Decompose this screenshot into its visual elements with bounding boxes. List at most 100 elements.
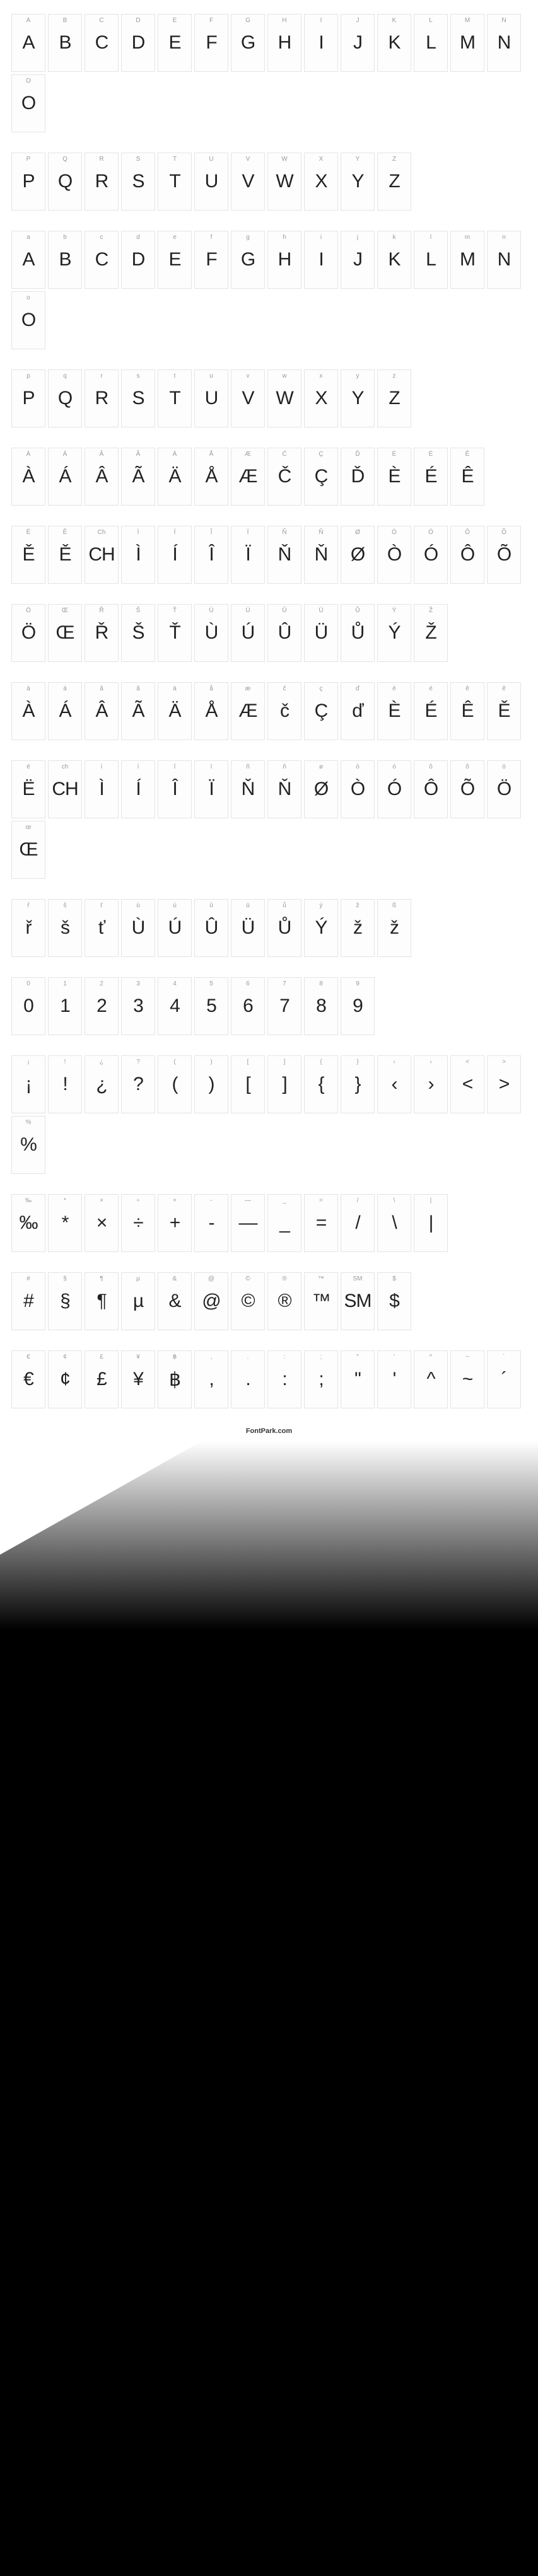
glyph-cell-label: ¢	[49, 1354, 81, 1361]
glyph-cell: QQ	[48, 153, 82, 211]
glyph-cell-glyph: N	[488, 32, 520, 54]
glyph-cell-label: ñ	[231, 763, 264, 770]
glyph-cell: BB	[48, 14, 82, 72]
glyph-group: ##§§¶¶µµ&&@@©©®®™™SMSM$$	[10, 1271, 528, 1332]
glyph-cell-glyph: ~	[451, 1369, 484, 1390]
glyph-cell-glyph: Œ	[12, 839, 45, 861]
glyph-group: ëËchCHìÌíÍîÎïÏñŇňŇøØòÒóÓôÔõÕöÖœŒ	[10, 759, 528, 880]
glyph-cell-glyph: -	[195, 1212, 228, 1234]
glyph-cell-glyph: =	[305, 1212, 337, 1234]
glyph-cell-label: ÷	[122, 1197, 155, 1204]
glyph-cell-label: ฿	[158, 1354, 191, 1361]
glyph-cell-glyph: ž	[378, 917, 411, 939]
glyph-cell-label: Ñ	[268, 529, 301, 536]
glyph-cell-label: *	[49, 1197, 81, 1204]
glyph-cell: LL	[414, 14, 448, 72]
glyph-row: PPQQRRSSTTUUVVWWXXYYZZ	[10, 151, 528, 212]
glyph-cell: \\	[377, 1194, 411, 1252]
glyph-cell-glyph: R	[85, 388, 118, 409]
glyph-cell-glyph: *	[49, 1212, 81, 1234]
glyph-cell: {{	[304, 1055, 338, 1113]
glyph-cell: FF	[194, 14, 228, 72]
glyph-cell-label: Ch	[85, 529, 118, 536]
glyph-cell-glyph: Ů	[268, 917, 301, 939]
glyph-cell-glyph: Á	[49, 700, 81, 722]
glyph-cell-label: W	[268, 156, 301, 163]
glyph-cell-label: ù	[122, 902, 155, 909]
glyph-cell-label: Ň	[305, 529, 337, 536]
glyph-cell-label: N	[488, 17, 520, 24]
glyph-cell-glyph: ^	[414, 1369, 447, 1390]
glyph-cell: ÏÏ	[231, 526, 265, 584]
glyph-cell: ÅÅ	[194, 448, 228, 506]
glyph-groups-container: AABBCCDDEEFFGGHHIIJJKKLLMMNNOOPPQQRRSSTT…	[10, 13, 528, 1410]
glyph-cell-label: ã	[122, 685, 155, 692]
glyph-cell-label: Š	[122, 607, 155, 614]
glyph-cell: ÷÷	[121, 1194, 155, 1252]
glyph-group: ¡¡!!¿¿??(())[[]]{{}}‹‹››<<>>%%	[10, 1054, 528, 1175]
glyph-cell-glyph: Ů	[341, 622, 374, 644]
glyph-cell: 11	[48, 977, 82, 1035]
glyph-cell: ©©	[231, 1272, 265, 1330]
glyph-cell-label: I	[305, 17, 337, 24]
glyph-cell: kK	[377, 231, 411, 289]
glyph-cell-glyph: Ã	[122, 700, 155, 722]
glyph-cell-label: Î	[195, 529, 228, 536]
glyph-cell: ÙÙ	[194, 604, 228, 662]
glyph-cell-glyph: D	[122, 32, 155, 54]
glyph-cell-label: ň	[268, 763, 301, 770]
glyph-cell-label: á	[49, 685, 81, 692]
glyph-row: ëËchCHìÌíÍîÎïÏñŇňŇøØòÒóÓôÔõÕöÖœŒ	[10, 759, 528, 880]
glyph-cell: VV	[231, 153, 265, 211]
glyph-cell: **	[48, 1194, 82, 1252]
glyph-cell: <<	[450, 1055, 484, 1113]
glyph-cell-label: À	[12, 451, 45, 458]
glyph-cell-glyph: V	[231, 171, 264, 192]
glyph-cell: lL	[414, 231, 448, 289]
glyph-cell-glyph: :	[268, 1369, 301, 1390]
glyph-cell: xX	[304, 369, 338, 427]
glyph-cell: XX	[304, 153, 338, 211]
glyph-cell-label: "	[341, 1354, 374, 1361]
glyph-cell-glyph: Ň	[268, 779, 301, 800]
glyph-cell-label: [	[231, 1059, 264, 1065]
glyph-cell-label: X	[305, 156, 337, 163]
glyph-cell-glyph: ¥	[122, 1369, 155, 1390]
glyph-cell: ;;	[304, 1350, 338, 1408]
glyph-cell-glyph: V	[231, 388, 264, 409]
glyph-cell-glyph: ›	[414, 1074, 447, 1095]
glyph-cell-label: Z	[378, 156, 411, 163]
glyph-cell-glyph: Ď	[341, 466, 374, 487]
glyph-cell: žž	[341, 899, 375, 957]
glyph-cell: ::	[267, 1350, 301, 1408]
glyph-cell-glyph: Č	[268, 466, 301, 487]
glyph-cell-label: Ç	[305, 451, 337, 458]
glyph-group: 00112233445566778899	[10, 976, 528, 1036]
glyph-cell-glyph: Ü	[231, 917, 264, 939]
glyph-cell-glyph: Õ	[488, 544, 520, 566]
glyph-cell: ÔÔ	[450, 526, 484, 584]
glyph-cell-glyph: ´	[488, 1369, 520, 1390]
glyph-cell-glyph: J	[341, 249, 374, 270]
glyph-cell-glyph: C	[85, 32, 118, 54]
glyph-cell: ÁÁ	[48, 448, 82, 506]
glyph-cell-glyph: É	[414, 700, 447, 722]
glyph-cell-label: ü	[231, 902, 264, 909]
glyph-cell-glyph: 9	[341, 995, 374, 1017]
glyph-cell-glyph: Ù	[122, 917, 155, 939]
glyph-cell: MM	[450, 14, 484, 72]
glyph-row: 00112233445566778899	[10, 976, 528, 1036]
glyph-cell-label: ť	[85, 902, 118, 909]
glyph-row: aAbBcCdDeEfFgGhHiIjJkKlLmMnNoO	[10, 229, 528, 351]
glyph-cell-label: E	[158, 17, 191, 24]
glyph-cell: JJ	[341, 14, 375, 72]
glyph-cell-glyph: G	[231, 32, 264, 54]
glyph-cell-label: D	[122, 17, 155, 24]
glyph-cell-glyph: Ť	[158, 622, 191, 644]
glyph-cell-label: g	[231, 234, 264, 241]
glyph-cell-glyph: Q	[49, 388, 81, 409]
glyph-cell: ňŇ	[267, 760, 301, 818]
glyph-cell-label: '	[378, 1354, 411, 1361]
glyph-cell-glyph: Œ	[49, 622, 81, 644]
glyph-cell-glyph: Ê	[451, 700, 484, 722]
